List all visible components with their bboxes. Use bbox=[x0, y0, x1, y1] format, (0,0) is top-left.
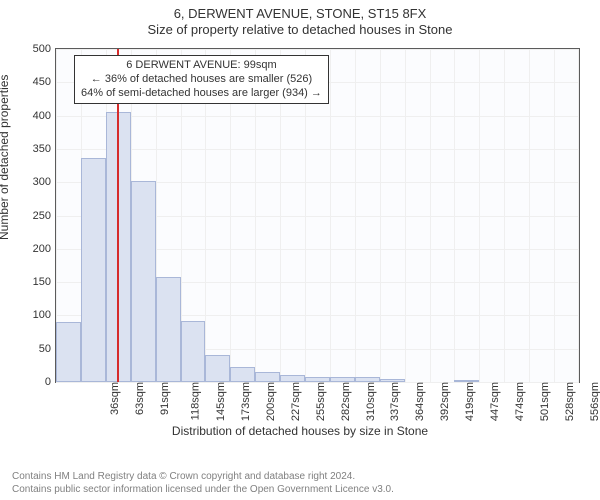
histogram-bar bbox=[230, 367, 255, 382]
histogram-bar bbox=[131, 181, 156, 382]
histogram-bar bbox=[380, 379, 405, 382]
y-tick-label: 50 bbox=[39, 343, 56, 355]
x-tick-label: 227sqm bbox=[286, 382, 302, 421]
histogram-bar bbox=[280, 375, 305, 382]
y-tick-label: 250 bbox=[33, 210, 56, 222]
annotation-line1: 6 DERWENT AVENUE: 99sqm bbox=[81, 59, 322, 73]
x-tick-label: 63sqm bbox=[130, 382, 146, 415]
x-tick-label: 501sqm bbox=[535, 382, 551, 421]
x-tick-label: 173sqm bbox=[236, 382, 252, 421]
x-tick-label: 36sqm bbox=[105, 382, 121, 415]
footer-attribution: Contains HM Land Registry data © Crown c… bbox=[12, 471, 394, 496]
y-tick-label: 350 bbox=[33, 143, 56, 155]
annotation-box: 6 DERWENT AVENUE: 99sqm ← 36% of detache… bbox=[74, 55, 329, 104]
gridline-v bbox=[554, 49, 555, 382]
x-tick-label: 392sqm bbox=[435, 382, 451, 421]
x-tick-label: 118sqm bbox=[185, 382, 201, 420]
gridline-h bbox=[56, 116, 579, 117]
gridline-v bbox=[330, 49, 331, 382]
x-tick-label: 419sqm bbox=[460, 382, 476, 421]
x-tick-label: 91sqm bbox=[155, 382, 171, 415]
y-tick-label: 150 bbox=[33, 276, 56, 288]
x-tick-label: 310sqm bbox=[361, 382, 377, 421]
gridline-v bbox=[504, 49, 505, 382]
footer-line1: Contains HM Land Registry data © Crown c… bbox=[12, 471, 394, 484]
y-tick-label: 0 bbox=[45, 376, 56, 388]
y-tick-label: 100 bbox=[33, 309, 56, 321]
x-tick-label: 364sqm bbox=[410, 382, 426, 421]
title-line1: 6, DERWENT AVENUE, STONE, ST15 8FX bbox=[0, 6, 600, 22]
gridline-v bbox=[405, 49, 406, 382]
gridline-v bbox=[578, 49, 579, 382]
y-axis-label: Number of detached properties bbox=[0, 75, 11, 240]
y-tick-label: 500 bbox=[33, 43, 56, 55]
y-tick-label: 200 bbox=[33, 243, 56, 255]
title-line2: Size of property relative to detached ho… bbox=[0, 22, 600, 38]
x-tick-label: 474sqm bbox=[510, 382, 526, 421]
gridline-v bbox=[479, 49, 480, 382]
gridline-v bbox=[430, 49, 431, 382]
histogram-bar bbox=[181, 321, 206, 382]
histogram-bar bbox=[454, 380, 479, 382]
x-tick-label: 556sqm bbox=[585, 382, 600, 421]
histogram-bar bbox=[205, 355, 230, 382]
gridline-h bbox=[56, 149, 579, 150]
x-tick-label: 145sqm bbox=[211, 382, 227, 421]
x-tick-label: 255sqm bbox=[311, 382, 327, 421]
histogram-bar bbox=[355, 377, 380, 382]
histogram-bar bbox=[330, 377, 355, 382]
annotation-line3: 64% of semi-detached houses are larger (… bbox=[81, 87, 322, 101]
x-tick-label: 337sqm bbox=[386, 382, 402, 421]
chart-container: Number of detached properties 6 DERWENT … bbox=[0, 40, 600, 440]
y-tick-label: 450 bbox=[33, 76, 56, 88]
x-tick-label: 200sqm bbox=[261, 382, 277, 421]
plot-area: 6 DERWENT AVENUE: 99sqm ← 36% of detache… bbox=[55, 48, 580, 383]
y-tick-label: 400 bbox=[33, 110, 56, 122]
gridline-v bbox=[380, 49, 381, 382]
gridline-v bbox=[529, 49, 530, 382]
chart-title: 6, DERWENT AVENUE, STONE, ST15 8FX Size … bbox=[0, 0, 600, 39]
histogram-bar bbox=[56, 322, 81, 382]
y-tick-label: 300 bbox=[33, 176, 56, 188]
histogram-bar bbox=[255, 372, 280, 382]
histogram-bar bbox=[305, 377, 330, 382]
histogram-bar bbox=[156, 277, 181, 382]
gridline-h bbox=[56, 49, 579, 50]
x-axis-label: Distribution of detached houses by size … bbox=[0, 424, 600, 438]
x-tick-label: 282sqm bbox=[336, 382, 352, 421]
annotation-line2: ← 36% of detached houses are smaller (52… bbox=[81, 73, 322, 87]
footer-line2: Contains public sector information licen… bbox=[12, 484, 394, 497]
gridline-v bbox=[454, 49, 455, 382]
x-tick-label: 447sqm bbox=[485, 382, 501, 421]
gridline-v bbox=[355, 49, 356, 382]
histogram-bar bbox=[81, 158, 106, 382]
x-tick-label: 528sqm bbox=[560, 382, 576, 421]
